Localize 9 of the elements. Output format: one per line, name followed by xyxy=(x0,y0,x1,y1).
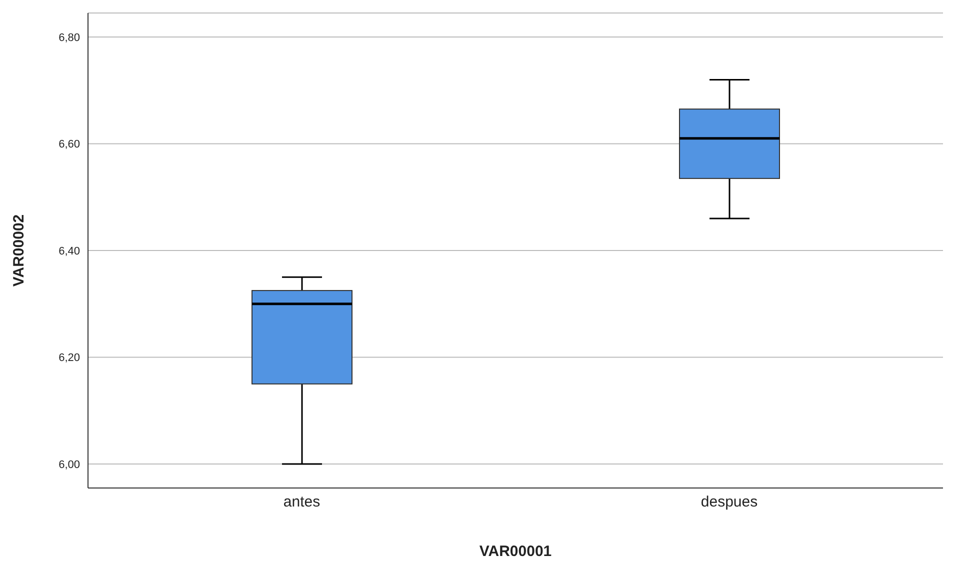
y-tick-label: 6,60 xyxy=(58,138,80,151)
x-tick-label: despues xyxy=(700,494,758,511)
y-tick-label: 6,20 xyxy=(58,352,80,364)
y-tick-label: 6,00 xyxy=(58,458,80,471)
x-axis-title: VAR00001 xyxy=(479,543,552,560)
x-tick-label: antes xyxy=(283,494,320,511)
y-tick-label: 6,80 xyxy=(58,32,80,44)
y-axis-title: VAR00002 xyxy=(10,214,28,287)
y-tick-label: 6,40 xyxy=(58,245,80,258)
